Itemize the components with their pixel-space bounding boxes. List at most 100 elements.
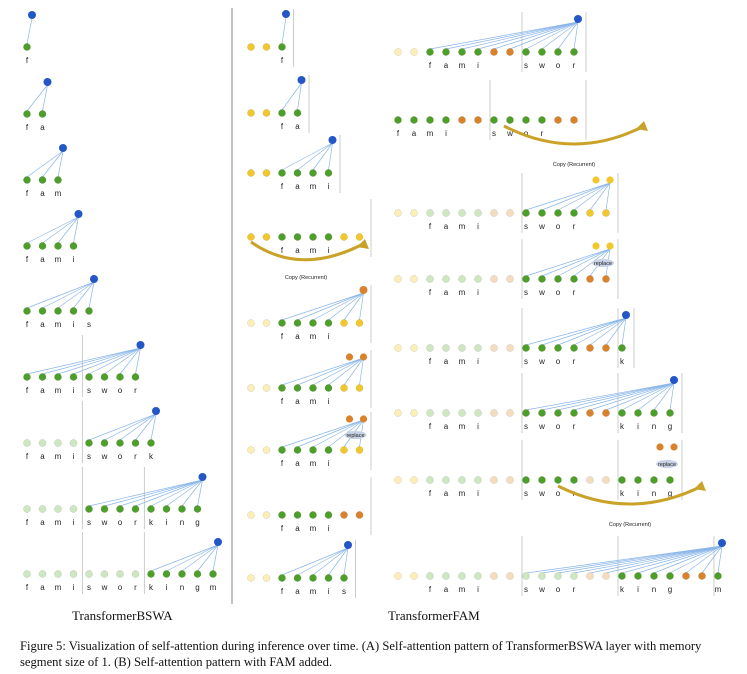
token-node <box>262 384 271 392</box>
token-label: a <box>295 397 300 406</box>
attention-line <box>26 17 33 45</box>
token-node <box>650 409 658 417</box>
attention-line <box>166 479 203 507</box>
token-node <box>634 572 642 580</box>
attention-line <box>57 216 79 244</box>
token-node <box>426 476 434 484</box>
token-node <box>293 384 302 392</box>
attention-line <box>557 182 611 211</box>
token-node <box>474 116 482 124</box>
token-node <box>54 176 62 184</box>
fam-update-node <box>359 415 368 423</box>
token-label: r <box>573 422 576 431</box>
copy-label: Copy (Recurrent) <box>609 522 651 528</box>
token-node <box>324 319 333 327</box>
token-label: r <box>134 583 137 592</box>
token-label: w <box>538 489 545 498</box>
token-node <box>490 344 498 352</box>
token-node <box>100 439 109 447</box>
token-label: o <box>556 422 561 431</box>
token-node <box>538 344 546 352</box>
token-node <box>116 439 124 447</box>
token-label: f <box>26 56 29 65</box>
token-label: a <box>295 182 300 191</box>
token-label: r <box>541 129 544 138</box>
token-label: i <box>477 489 479 498</box>
attention-line <box>150 413 157 441</box>
token-node <box>293 109 302 117</box>
query-node <box>328 136 337 144</box>
token-node <box>442 275 450 283</box>
token-node <box>394 48 402 56</box>
token-node <box>293 574 302 582</box>
token-node <box>410 209 418 217</box>
token-label: g <box>668 585 672 594</box>
token-node <box>554 275 562 283</box>
token-label: m <box>55 518 62 527</box>
token-label: i <box>73 518 75 527</box>
token-node <box>309 446 317 454</box>
token-node <box>293 233 302 241</box>
attention-line <box>297 292 364 321</box>
token-node <box>38 439 47 447</box>
token-node <box>262 43 271 51</box>
token-label: f <box>281 56 284 65</box>
token-label: w <box>101 583 108 592</box>
token-label: f <box>26 386 29 395</box>
token-label: w <box>101 386 108 395</box>
token-label: f <box>26 255 29 264</box>
token-node <box>23 570 31 578</box>
token-label: g <box>195 518 199 527</box>
query-node <box>43 78 52 86</box>
token-node <box>147 439 155 447</box>
token-node <box>278 511 286 519</box>
token-node <box>458 572 466 580</box>
token-label: s <box>492 129 496 138</box>
token-node <box>355 511 364 519</box>
token-node <box>602 409 610 417</box>
token-label: m <box>310 587 317 596</box>
token-node <box>131 373 140 381</box>
token-node <box>131 439 140 447</box>
token-node <box>458 476 466 484</box>
token-label: w <box>101 518 108 527</box>
token-node <box>538 209 546 217</box>
token-node <box>394 409 402 417</box>
token-label: f <box>429 585 432 594</box>
token-label: m <box>55 255 62 264</box>
token-node <box>698 572 706 580</box>
token-node <box>247 233 255 241</box>
attention-line <box>605 317 627 346</box>
token-node <box>324 511 333 519</box>
token-node <box>442 209 450 217</box>
attention-line <box>42 281 95 309</box>
attention-line <box>312 547 349 576</box>
token-node <box>54 242 62 250</box>
copy-arrowhead <box>357 239 369 249</box>
query-node <box>718 539 726 547</box>
token-node <box>247 319 255 327</box>
token-label: m <box>427 129 434 138</box>
token-node <box>426 344 434 352</box>
attention-line <box>328 357 364 386</box>
token-label: w <box>538 585 545 594</box>
attention-line <box>119 347 141 375</box>
attention-line <box>573 317 627 346</box>
attention-line <box>653 545 723 574</box>
attention-line <box>461 21 579 50</box>
token-node <box>474 275 482 283</box>
token-label: n <box>652 585 656 594</box>
attention-line <box>557 317 627 346</box>
token-label: i <box>445 129 447 138</box>
token-label: m <box>55 452 62 461</box>
token-node <box>618 409 626 417</box>
token-node <box>247 384 255 392</box>
token-node <box>394 476 402 484</box>
token-node <box>570 48 578 56</box>
attention-line <box>88 413 157 441</box>
token-node <box>309 574 317 582</box>
token-node <box>602 572 610 580</box>
attention-line <box>573 382 675 411</box>
token-node <box>602 209 610 217</box>
token-node <box>506 409 514 417</box>
